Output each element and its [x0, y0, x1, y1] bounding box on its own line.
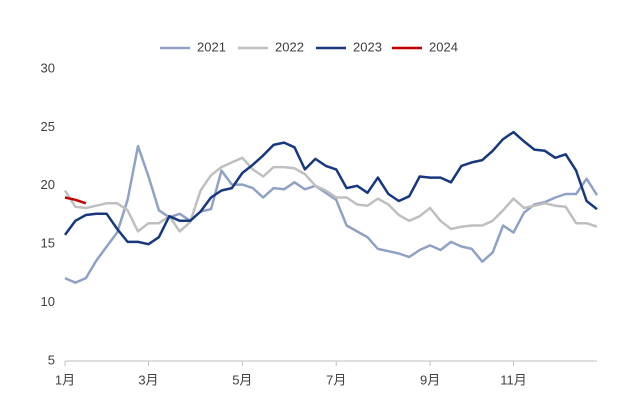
series-line [64, 144, 599, 284]
x-tick-label: 11月 [500, 372, 527, 387]
series-line [63, 156, 598, 233]
x-tick-label: 1月 [55, 372, 75, 387]
y-tick-label: 10 [41, 294, 55, 309]
x-tick-label: 7月 [326, 372, 346, 387]
y-tick-label: 25 [41, 119, 55, 134]
x-tick-label: 3月 [138, 372, 158, 387]
x-tick-label: 9月 [420, 372, 440, 387]
series-line [64, 196, 87, 205]
x-tick-label: 5月 [232, 372, 252, 387]
y-tick-label: 30 [41, 60, 55, 75]
legend-label: 2024 [429, 39, 458, 54]
y-tick-label: 15 [41, 236, 55, 251]
legend-label: 2022 [275, 39, 304, 54]
legend-label: 2021 [197, 39, 226, 54]
y-tick-label: 20 [41, 177, 55, 192]
series-line [63, 130, 598, 246]
y-tick-label: 5 [48, 352, 55, 367]
legend-label: 2023 [353, 39, 382, 54]
